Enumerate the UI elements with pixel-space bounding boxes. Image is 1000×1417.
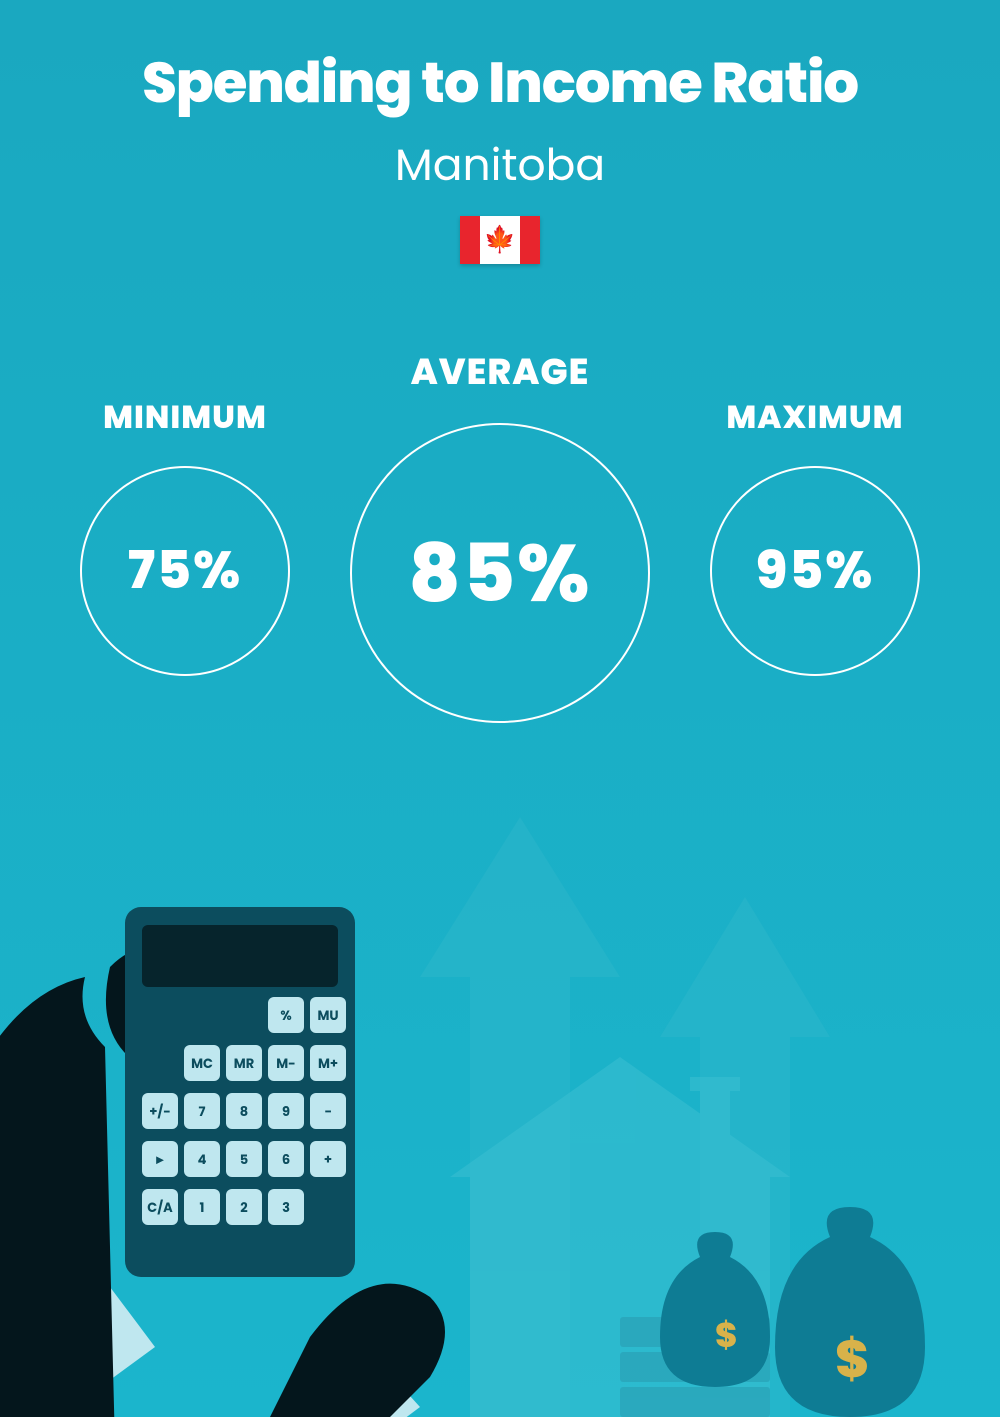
page-subtitle: Manitoba	[0, 133, 1000, 198]
header: Spending to Income Ratio Manitoba 🍁	[0, 0, 1000, 264]
canada-flag-icon: 🍁	[460, 216, 540, 264]
stat-minimum: MINIMUM 75%	[80, 394, 290, 676]
stat-circle-maximum: 95%	[710, 466, 920, 676]
stat-value: 85%	[409, 513, 592, 633]
flag-band-right	[520, 216, 540, 264]
stat-label: MINIMUM	[103, 394, 267, 442]
flag-band-left	[460, 216, 480, 264]
stat-label: AVERAGE	[411, 344, 590, 399]
stat-maximum: MAXIMUM 95%	[710, 394, 920, 676]
stat-circle-minimum: 75%	[80, 466, 290, 676]
stat-label: MAXIMUM	[726, 394, 903, 442]
maple-leaf-icon: 🍁	[484, 227, 516, 253]
page-title: Spending to Income Ratio	[0, 40, 1000, 125]
stat-average: AVERAGE 85%	[350, 344, 650, 723]
stats-row: MINIMUM 75% AVERAGE 85% MAXIMUM 95%	[0, 344, 1000, 723]
stat-value: 75%	[128, 532, 242, 610]
stat-circle-average: 85%	[350, 423, 650, 723]
stat-value: 95%	[756, 532, 875, 610]
flag-wrap: 🍁	[0, 216, 1000, 264]
